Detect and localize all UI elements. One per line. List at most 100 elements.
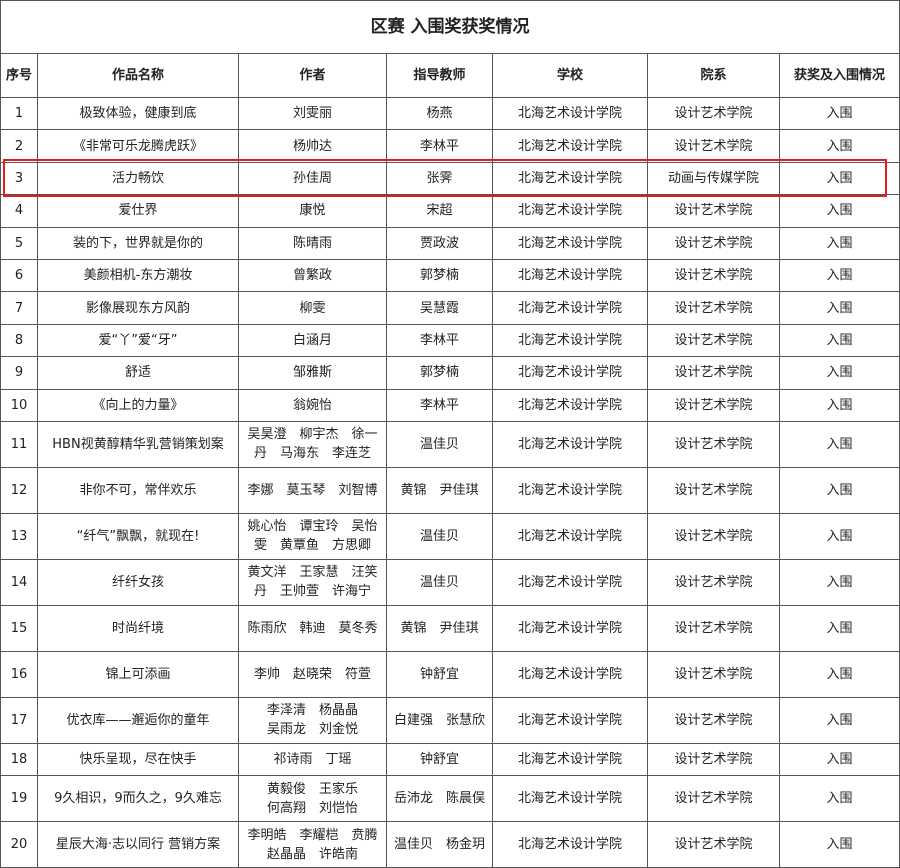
cell-teacher: 李林平 (386, 129, 493, 163)
cell-dept: 设计艺术学院 (647, 226, 780, 260)
cell-school: 北海艺术设计学院 (492, 129, 648, 163)
cell-award: 入围 (778, 558, 900, 606)
cell-no: 15 (0, 604, 38, 652)
cell-school: 北海艺术设计学院 (492, 696, 648, 744)
table-row: 3 活力畅饮 孙佳周 张霁 北海艺术设计学院 动画与传媒学院 入围 (0, 161, 900, 196)
table-row: 19 9久相识，9而久之，9久难忘 黄毅俊 王家乐 何高翔 刘恺怡 岳沛龙 陈晨俣 北海… (0, 775, 900, 823)
cell-dept: 设计艺术学院 (647, 604, 780, 652)
cell-teacher: 温佳贝 (386, 420, 493, 468)
cell-author: 陈雨欣 韩迪 莫冬秀 (238, 604, 387, 652)
cell-author: 孙佳周 (238, 161, 387, 196)
cell-no: 13 (0, 512, 38, 560)
cell-school: 北海艺术设计学院 (492, 742, 648, 777)
table-row: 13 “纤气”飘飘，就现在! 姚心怡 谭宝玲 吴怡 雯 黄覃鱼 方思卿 温佳贝 北海艺术… (0, 512, 900, 560)
table-row: 6 美颜相机-东方潮妆 曾繁政 郭梦楠 北海艺术设计学院 设计艺术学院 入围 (0, 258, 900, 293)
cell-teacher: 张霁 (386, 161, 493, 196)
cell-no: 5 (0, 226, 38, 260)
cell-school: 北海艺术设计学院 (492, 161, 648, 196)
cell-school: 北海艺术设计学院 (492, 821, 648, 868)
cell-award: 入围 (778, 194, 900, 228)
cell-author: 康悦 (238, 194, 387, 228)
cell-work: 装的下，世界就是你的 (37, 226, 239, 260)
table-row: 14 纤纤女孩 黄文洋 王家慧 汪笑 丹 王帅萱 许海宁 温佳贝 北海艺术设计学院 设计艺… (0, 558, 900, 606)
table-row: 4 爱仕界 康悦 宋超 北海艺术设计学院 设计艺术学院 入围 (0, 194, 900, 228)
cell-author: 黄毅俊 王家乐 何高翔 刘恺怡 (238, 775, 387, 823)
cell-teacher: 岳沛龙 陈晨俣 (386, 775, 493, 823)
cell-work: 优衣库——邂逅你的童年 (37, 696, 239, 744)
cell-teacher: 郭梦楠 (386, 258, 493, 293)
cell-school: 北海艺术设计学院 (492, 258, 648, 293)
cell-award: 入围 (778, 742, 900, 777)
cell-no: 3 (0, 161, 38, 196)
cell-award: 入围 (778, 420, 900, 468)
table-row: 17 优衣库——邂逅你的童年 李泽清 杨晶晶 吴雨龙 刘金悦 白建强 张慧欣 北海艺术设… (0, 696, 900, 744)
cell-dept: 设计艺术学院 (647, 742, 780, 777)
cell-award: 入围 (778, 226, 900, 260)
cell-author: 刘雯丽 (238, 96, 387, 131)
cell-author: 曾繁政 (238, 258, 387, 293)
cell-award: 入围 (778, 821, 900, 868)
cell-no: 14 (0, 558, 38, 606)
cell-work: 《向上的力量》 (37, 388, 239, 422)
cell-dept: 设计艺术学院 (647, 512, 780, 560)
cell-school: 北海艺术设计学院 (492, 323, 648, 358)
cell-school: 北海艺术设计学院 (492, 650, 648, 698)
cell-author: 陈晴雨 (238, 226, 387, 260)
cell-award: 入围 (778, 291, 900, 325)
cell-award: 入围 (778, 650, 900, 698)
cell-work: 影像展现东方风韵 (37, 291, 239, 325)
cell-dept: 设计艺术学院 (647, 388, 780, 422)
cell-school: 北海艺术设计学院 (492, 604, 648, 652)
cell-award: 入围 (778, 96, 900, 131)
table-row: 8 爱“丫”爱“牙” 白涵月 李林平 北海艺术设计学院 设计艺术学院 入围 (0, 323, 900, 358)
table-row: 9 舒适 邹雅斯 郭梦楠 北海艺术设计学院 设计艺术学院 入围 (0, 356, 900, 390)
cell-dept: 设计艺术学院 (647, 96, 780, 131)
table-row: 1 极致体验，健康到底 刘雯丽 杨燕 北海艺术设计学院 设计艺术学院 入围 (0, 96, 900, 131)
cell-dept: 设计艺术学院 (647, 356, 780, 390)
cell-dept: 设计艺术学院 (647, 558, 780, 606)
cell-school: 北海艺术设计学院 (492, 96, 648, 131)
cell-award: 入围 (778, 775, 900, 823)
header-school: 学校 (492, 53, 648, 98)
cell-work: 活力畅饮 (37, 161, 239, 196)
cell-author: 吴昊澄 柳宇杰 徐一 丹 马海东 李连芝 (238, 420, 387, 468)
cell-school: 北海艺术设计学院 (492, 226, 648, 260)
cell-teacher: 钟舒宜 (386, 650, 493, 698)
cell-author: 祁诗雨 丁瑶 (238, 742, 387, 777)
cell-work: 纤纤女孩 (37, 558, 239, 606)
cell-dept: 设计艺术学院 (647, 194, 780, 228)
cell-teacher: 温佳贝 杨金玥 (386, 821, 493, 868)
table-row: 7 影像展现东方风韵 柳雯 吴慧霞 北海艺术设计学院 设计艺术学院 入围 (0, 291, 900, 325)
header-row: 序号 作品名称 作者 指导教师 学校 院系 获奖及入围情况 (0, 53, 900, 98)
cell-no: 12 (0, 466, 38, 514)
cell-no: 18 (0, 742, 38, 777)
table-row: 15 时尚纤境 陈雨欣 韩迪 莫冬秀 黄锦 尹佳琪 北海艺术设计学院 设计艺术学院 入围 (0, 604, 900, 652)
cell-teacher: 杨燕 (386, 96, 493, 131)
cell-school: 北海艺术设计学院 (492, 466, 648, 514)
header-no: 序号 (0, 53, 38, 98)
cell-dept: 设计艺术学院 (647, 466, 780, 514)
cell-author: 柳雯 (238, 291, 387, 325)
cell-school: 北海艺术设计学院 (492, 558, 648, 606)
cell-teacher: 李林平 (386, 323, 493, 358)
cell-no: 4 (0, 194, 38, 228)
cell-work: 美颜相机-东方潮妆 (37, 258, 239, 293)
table-title: 区赛 入围奖获奖情况 (0, 0, 900, 54)
cell-work: 非你不可，常伴欢乐 (37, 466, 239, 514)
cell-author: 白涵月 (238, 323, 387, 358)
cell-no: 6 (0, 258, 38, 293)
cell-dept: 设计艺术学院 (647, 323, 780, 358)
table-row: 5 装的下，世界就是你的 陈晴雨 贾政波 北海艺术设计学院 设计艺术学院 入围 (0, 226, 900, 260)
cell-dept: 设计艺术学院 (647, 696, 780, 744)
cell-school: 北海艺术设计学院 (492, 512, 648, 560)
header-teacher: 指导教师 (386, 53, 493, 98)
cell-no: 16 (0, 650, 38, 698)
cell-work: 快乐呈现，尽在快手 (37, 742, 239, 777)
cell-work: 时尚纤境 (37, 604, 239, 652)
cell-teacher: 宋超 (386, 194, 493, 228)
cell-teacher: 李林平 (386, 388, 493, 422)
cell-work: 舒适 (37, 356, 239, 390)
cell-no: 19 (0, 775, 38, 823)
cell-work: HBN视黄醇精华乳营销策划案 (37, 420, 239, 468)
